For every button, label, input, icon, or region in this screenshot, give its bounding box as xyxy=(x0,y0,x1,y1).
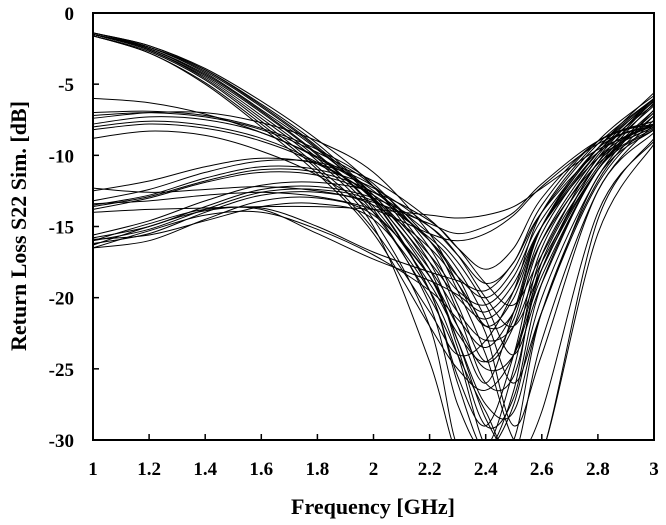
series-line-25 xyxy=(93,120,654,235)
series-line-7 xyxy=(93,35,654,440)
series-line-16 xyxy=(93,115,654,440)
y-axis: 0 -5 -10 -15 -20 -25 -30 xyxy=(49,4,99,452)
x-tick-label: 1.4 xyxy=(193,459,217,480)
y-tick-label: -20 xyxy=(49,289,74,310)
series-line-19 xyxy=(93,105,654,392)
y-tick-label: -30 xyxy=(49,431,74,452)
series-line-10 xyxy=(93,33,654,440)
series-line-34 xyxy=(93,126,654,313)
series-line-36 xyxy=(93,124,654,219)
series-line-24 xyxy=(93,129,654,356)
series-line-15 xyxy=(93,109,654,429)
y-tick-label: -25 xyxy=(49,360,74,381)
series-line-37 xyxy=(93,138,654,440)
series-line-4 xyxy=(93,33,654,440)
series-line-28 xyxy=(93,132,654,427)
x-tick-label: 1.6 xyxy=(249,459,273,480)
series-line-27 xyxy=(93,126,654,328)
x-tick-label: 1 xyxy=(88,459,98,480)
x-tick-label: 2.6 xyxy=(530,459,554,480)
x-tick-label: 2 xyxy=(369,459,379,480)
y-axis-title: Return Loss S22 Sim. [dB] xyxy=(6,101,31,351)
series-group xyxy=(93,32,654,440)
series-line-13 xyxy=(93,100,654,363)
series-line-3 xyxy=(93,33,654,440)
series-line-33 xyxy=(93,123,654,292)
x-tick-label: 2.8 xyxy=(586,459,610,480)
x-tick-label: 3 xyxy=(649,459,659,480)
x-tick-label: 1.8 xyxy=(306,459,330,480)
x-tick-label: 1.2 xyxy=(137,459,161,480)
x-tick-label: 2.4 xyxy=(474,459,498,480)
x-tick-label: 2.2 xyxy=(418,459,442,480)
y-tick-label: -15 xyxy=(49,218,74,239)
series-line-26 xyxy=(93,123,654,242)
series-line-6 xyxy=(93,33,654,306)
series-line-8 xyxy=(93,33,654,363)
series-line-23 xyxy=(93,120,654,270)
series-line-32 xyxy=(93,143,654,440)
series-line-35 xyxy=(93,127,654,348)
series-line-30 xyxy=(93,124,654,307)
x-axis: 1 1.2 1.4 1.6 1.8 2 2.2 2.4 2.6 2.8 3 xyxy=(88,434,659,480)
y-tick-label: 0 xyxy=(65,4,75,25)
y-tick-label: -10 xyxy=(49,146,74,167)
y-tick-label: -5 xyxy=(58,75,74,96)
x-axis-title: Frequency [GHz] xyxy=(291,494,455,519)
